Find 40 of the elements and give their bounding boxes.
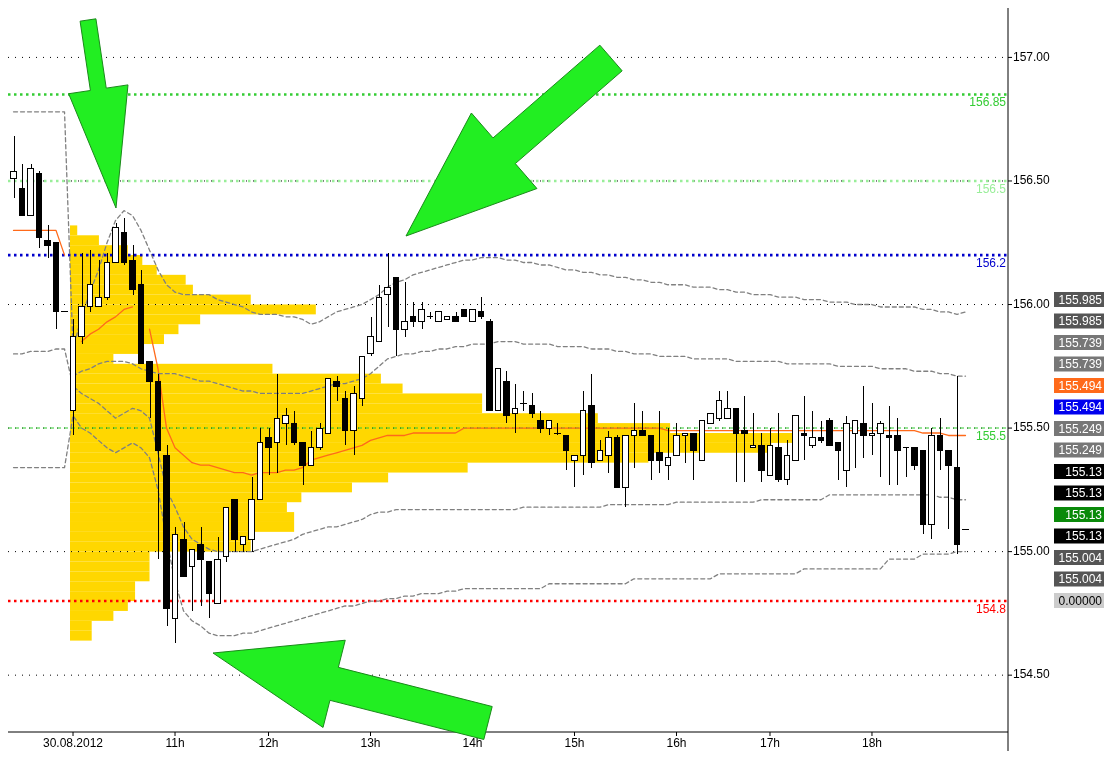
x-tick-label: 18h <box>861 736 882 750</box>
text: 155.249 <box>1058 421 1103 436</box>
text: 155.13 <box>1065 507 1103 522</box>
ref-line-label: 154.8 <box>975 602 1007 617</box>
text: 155.739 <box>1058 335 1103 350</box>
line-series <box>12 415 967 637</box>
candlestick <box>520 390 527 412</box>
x-tick-label: 11h <box>165 736 185 750</box>
ref-line-label: 156.85 <box>969 95 1007 110</box>
x-tick-label: 13h <box>360 736 381 750</box>
text: 155.13 <box>1065 529 1103 543</box>
x-tick-label: 17h <box>759 736 780 750</box>
text: 0.00000 <box>1058 593 1103 608</box>
y-tick-label: 154.50 <box>1013 667 1051 682</box>
text: 155.985 <box>1058 314 1103 328</box>
x-tick-label: 15h <box>564 736 585 750</box>
y-tick-label: 157.00 <box>1013 49 1051 64</box>
x-tick-label: 16h <box>666 736 687 750</box>
text: 155.004 <box>1058 550 1103 565</box>
x-tick-label: 14h <box>462 736 483 750</box>
text: 155.13 <box>1065 464 1103 479</box>
text: 155.985 <box>1058 292 1103 307</box>
y-tick-label: 155.50 <box>1013 420 1051 435</box>
x-tick-label: 12h <box>258 736 279 750</box>
y-tick-label: 155.00 <box>1013 543 1051 558</box>
ref-line-label: 156.5 <box>975 181 1007 196</box>
y-tick-label: 156.00 <box>1013 296 1051 311</box>
candlestick <box>10 135 17 199</box>
text: 155.249 <box>1058 443 1103 457</box>
text: 155.494 <box>1058 400 1103 414</box>
text: 155.004 <box>1058 572 1103 586</box>
text: 155.13 <box>1065 486 1103 500</box>
ref-line-label: 155.5 <box>975 429 1007 444</box>
x-tick-label: 30.08.2012 <box>42 736 104 750</box>
text: 155.494 <box>1058 378 1103 393</box>
text: 155.739 <box>1058 357 1103 371</box>
y-tick-label: 156.50 <box>1013 173 1051 188</box>
candlestick <box>562 434 570 471</box>
candlestick <box>528 392 536 419</box>
ref-line-label: 156.2 <box>975 256 1007 271</box>
